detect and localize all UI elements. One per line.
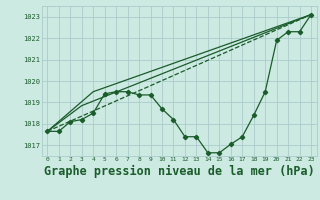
X-axis label: Graphe pression niveau de la mer (hPa): Graphe pression niveau de la mer (hPa) <box>44 165 315 178</box>
